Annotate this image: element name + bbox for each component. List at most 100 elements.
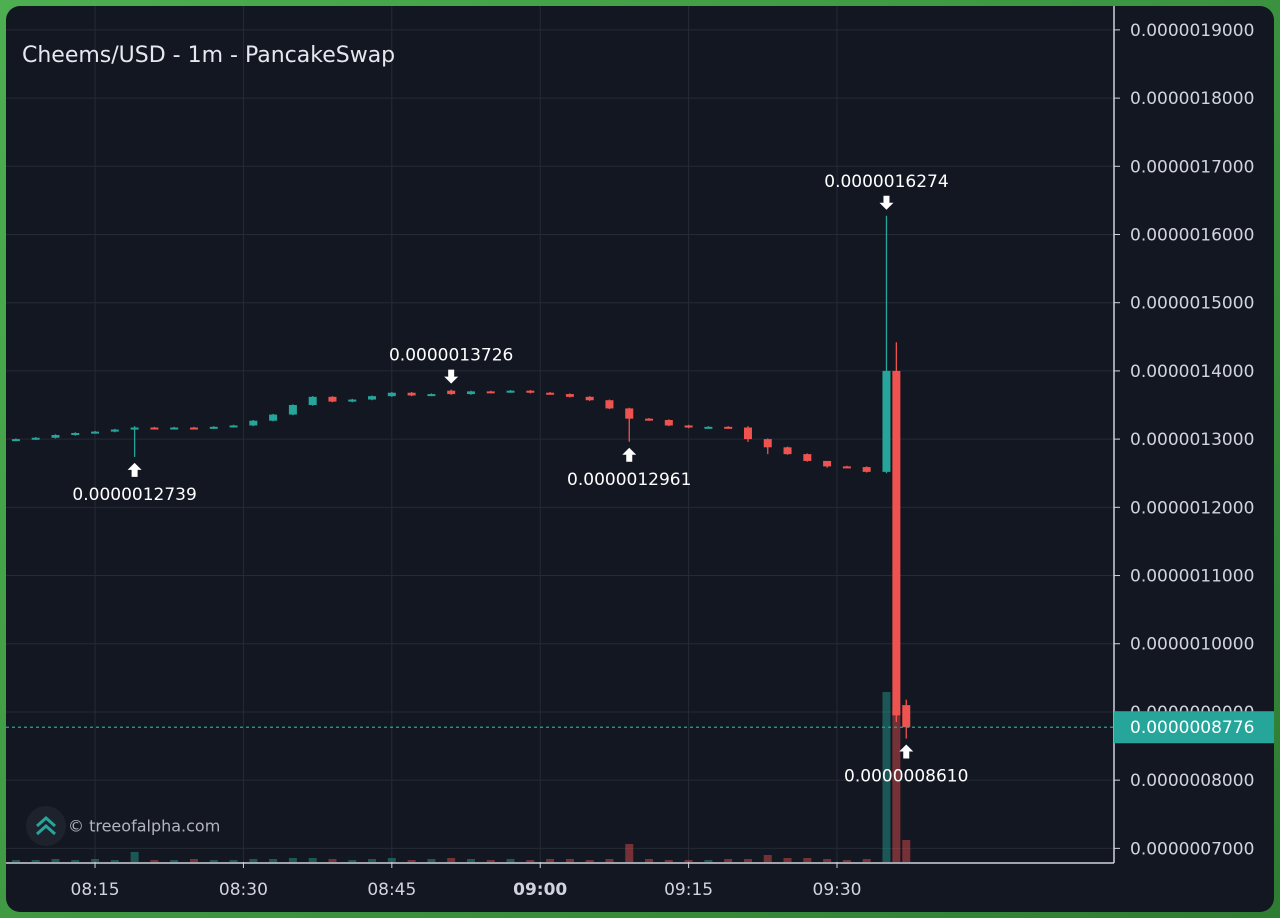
- volume-bar: [546, 859, 555, 862]
- volume-bar: [743, 859, 752, 862]
- y-tick-label: 0.0000011000: [1130, 567, 1254, 587]
- candle-body: [269, 414, 278, 421]
- volume-bar: [51, 859, 60, 862]
- candle-body: [150, 427, 159, 430]
- volume-bar: [71, 860, 80, 862]
- marker-label: 0.0000016274: [824, 172, 948, 192]
- volume-bar: [447, 858, 456, 862]
- volume-bar: [842, 860, 851, 862]
- volume-bar: [209, 860, 218, 862]
- candle-body: [91, 431, 100, 434]
- candle-body: [427, 394, 436, 397]
- volume-bar: [486, 860, 495, 862]
- candle-body: [31, 437, 40, 440]
- y-tick-label: 0.0000008000: [1130, 771, 1254, 791]
- marker-label: 0.0000008610: [844, 767, 968, 787]
- candle-body: [229, 425, 238, 428]
- volume-bar: [91, 859, 100, 862]
- y-tick-label: 0.0000018000: [1130, 89, 1254, 109]
- volume-bar: [308, 858, 317, 862]
- candle-body: [466, 391, 475, 395]
- x-tick-label: 08:15: [71, 880, 120, 900]
- marker-label: 0.0000013726: [389, 346, 513, 366]
- volume-bar: [526, 860, 535, 862]
- candle-body: [209, 426, 218, 429]
- volume-bar: [704, 860, 713, 862]
- logo-icon: [36, 815, 56, 836]
- volume-bar: [664, 860, 673, 862]
- volume-bar: [882, 692, 891, 862]
- volume-bar: [110, 860, 119, 862]
- candle-body: [130, 427, 139, 430]
- marker-arrow: [622, 447, 637, 462]
- y-tick-label: 0.0000015000: [1130, 294, 1254, 314]
- candle-body: [892, 370, 901, 716]
- y-tick-label: 0.0000017000: [1130, 157, 1254, 177]
- volume-bar: [427, 859, 436, 862]
- volume-bar: [368, 859, 377, 862]
- volume-bar: [387, 858, 396, 862]
- candle-body: [783, 447, 792, 455]
- marker-label: 0.0000012961: [567, 470, 691, 490]
- x-tick-label: 09:30: [813, 880, 862, 900]
- volume-bar: [249, 859, 258, 862]
- x-tick-label: 08:30: [219, 880, 268, 900]
- background: [6, 6, 1274, 912]
- volume-bar: [348, 860, 357, 862]
- volume-bar: [565, 859, 574, 862]
- candle-body: [348, 399, 357, 402]
- candle-body: [862, 467, 871, 472]
- candle-body: [368, 396, 377, 400]
- candle-body: [585, 396, 594, 401]
- candle-body: [684, 425, 693, 428]
- y-tick-label: 0.0000012000: [1130, 498, 1254, 518]
- y-tick-label: 0.0000014000: [1130, 362, 1254, 382]
- volume-bar: [803, 858, 812, 862]
- candle-body: [11, 439, 20, 442]
- volume-bar: [466, 859, 475, 862]
- watermark: © treeofalpha.com: [68, 817, 220, 836]
- candle-body: [605, 400, 614, 409]
- volume-bar: [763, 855, 772, 862]
- volume-bar: [130, 852, 139, 862]
- candle-body: [842, 466, 851, 469]
- candle-body: [170, 427, 179, 430]
- candle-body: [743, 427, 752, 440]
- volume-bar: [605, 859, 614, 862]
- candle-body: [704, 426, 713, 429]
- candle-body: [645, 418, 654, 421]
- candle-body: [328, 396, 337, 402]
- candle-body: [882, 370, 891, 472]
- marker-arrow: [444, 369, 459, 384]
- volume-bar: [328, 859, 337, 862]
- marker-arrow: [899, 744, 914, 759]
- volume-bar: [862, 859, 871, 862]
- x-tick-label: 08:45: [367, 880, 416, 900]
- candle-body: [407, 392, 416, 396]
- volume-bar: [783, 858, 792, 862]
- volume-bar: [229, 860, 238, 862]
- candle-body: [506, 390, 515, 393]
- marker-arrow: [879, 195, 894, 210]
- candle-body: [249, 420, 258, 426]
- y-tick-label: 0.0000019000: [1130, 21, 1254, 41]
- volume-bar: [902, 840, 911, 862]
- volume-bar: [506, 859, 515, 862]
- candle-body: [51, 435, 60, 438]
- volume-bar: [269, 859, 278, 862]
- candle-body: [526, 390, 535, 393]
- last-price-box: [1114, 711, 1274, 744]
- volume-bar: [724, 859, 733, 862]
- candle-body: [902, 705, 911, 728]
- chart-title: Cheems/USD - 1m - PancakeSwap: [22, 43, 395, 68]
- candle-body: [625, 408, 634, 419]
- candle-body: [803, 454, 812, 461]
- candle-body: [308, 396, 317, 406]
- candle-body: [763, 439, 772, 448]
- y-tick-label: 0.0000007000: [1130, 839, 1254, 859]
- candle-body: [565, 394, 574, 397]
- candle-body: [387, 392, 396, 397]
- grid: [6, 6, 1114, 862]
- marker-label: 0.0000012739: [72, 485, 196, 505]
